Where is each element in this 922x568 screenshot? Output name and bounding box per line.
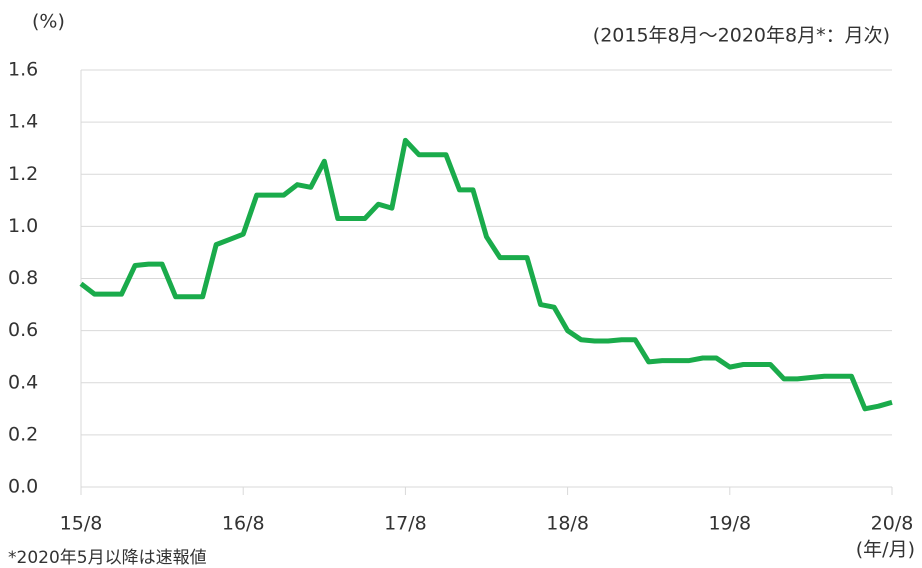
y-tick-label: 0.6 — [8, 319, 38, 341]
y-tick-label: 0.8 — [8, 267, 38, 289]
y-tick-label: 0.0 — [8, 476, 38, 498]
x-unit: (年/月) — [856, 539, 915, 561]
y-tick-label: 0.2 — [8, 423, 38, 445]
x-tick-label: 18/8 — [546, 513, 589, 535]
x-tick-label: 15/8 — [60, 513, 103, 535]
data-line — [79, 137, 893, 412]
y-tick-label: 1.2 — [8, 163, 38, 185]
y-tick-label: 0.4 — [8, 371, 38, 393]
y-tick-label: 1.6 — [8, 59, 38, 81]
x-tick-label: 20/8 — [871, 513, 914, 535]
y-tick-label: 1.0 — [8, 215, 38, 237]
x-tick-label: 17/8 — [384, 513, 427, 535]
y-unit: (%) — [32, 11, 65, 33]
subtitle: (2015年8月～2020年8月*：月次) — [593, 25, 890, 47]
y-tick-label: 1.4 — [8, 111, 38, 133]
x-tick-label: 16/8 — [222, 513, 265, 535]
x-tick-label: 19/8 — [708, 513, 751, 535]
note: *2020年5月以降は速報値 — [8, 548, 207, 568]
